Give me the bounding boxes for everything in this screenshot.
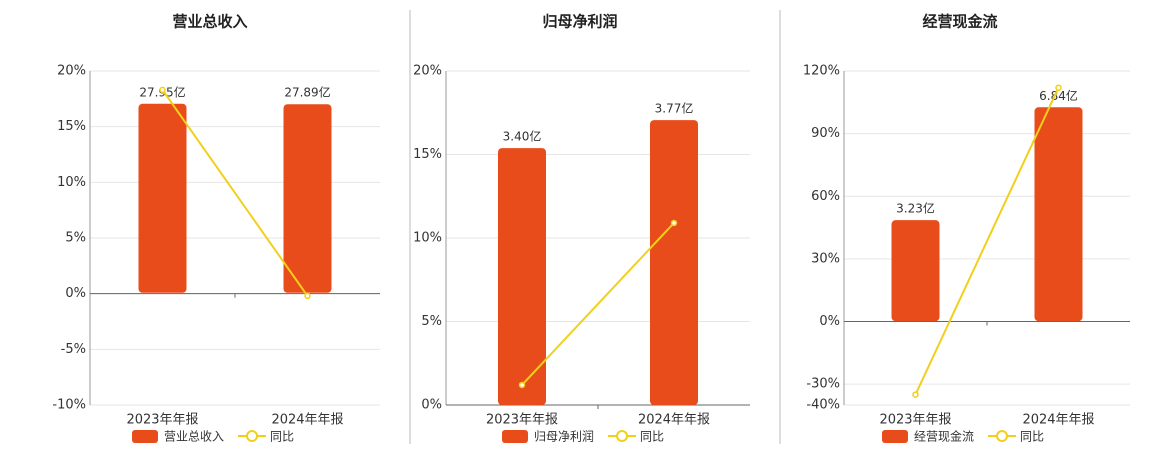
chart-title: 营业总收入 bbox=[172, 13, 247, 31]
line bbox=[914, 87, 1060, 395]
bar bbox=[650, 120, 698, 405]
point bbox=[304, 292, 311, 300]
x-tick-label: 2024年年报 bbox=[1022, 413, 1094, 428]
legend-swatch bbox=[502, 430, 528, 443]
y-tick-label: 120% bbox=[803, 64, 840, 79]
point bbox=[670, 219, 678, 227]
bar bbox=[498, 148, 546, 406]
legend-label: 营业总收入 bbox=[164, 430, 224, 444]
y-tick-label: -30% bbox=[806, 377, 840, 392]
point bbox=[1055, 84, 1062, 91]
y-tick-label: 0% bbox=[819, 314, 840, 329]
legend-swatch bbox=[996, 430, 1009, 442]
y-tick-label: 5% bbox=[421, 314, 442, 329]
legend-swatch bbox=[132, 430, 158, 443]
x-tick-label: 2023年年报 bbox=[486, 413, 558, 428]
bar bbox=[1034, 107, 1083, 322]
value-label: 6.84亿 bbox=[1039, 88, 1078, 103]
y-tick-label: -40% bbox=[806, 398, 840, 413]
y-tick-label: -10% bbox=[52, 398, 86, 413]
point bbox=[159, 86, 166, 94]
x-tick-label: 2023年年报 bbox=[879, 413, 951, 428]
x-tick-label: 2024年年报 bbox=[271, 413, 343, 428]
legend-label: 经营现金流 bbox=[914, 429, 974, 444]
y-tick-label: 60% bbox=[811, 189, 840, 204]
bar bbox=[891, 220, 940, 322]
line bbox=[521, 222, 675, 386]
bar bbox=[283, 104, 332, 293]
y-tick-label: 10% bbox=[57, 175, 86, 190]
bar bbox=[138, 103, 187, 293]
value-label: 3.23亿 bbox=[896, 201, 935, 216]
y-tick-label: 20% bbox=[413, 64, 442, 79]
legend-label: 同比 bbox=[640, 430, 664, 444]
point bbox=[912, 391, 919, 398]
legend-label: 同比 bbox=[270, 430, 294, 444]
y-tick-label: 10% bbox=[413, 231, 442, 246]
chart-title: 经营现金流 bbox=[922, 13, 997, 31]
x-tick-label: 2024年年报 bbox=[638, 413, 710, 428]
value-label: 3.77亿 bbox=[655, 101, 694, 116]
y-tick-label: 0% bbox=[421, 398, 442, 413]
legend-swatch bbox=[616, 430, 629, 442]
y-tick-label: 15% bbox=[413, 147, 442, 162]
chart-title: 归母净利润 bbox=[542, 13, 617, 31]
y-tick-label: 20% bbox=[57, 64, 86, 79]
point bbox=[518, 381, 526, 389]
y-tick-label: 30% bbox=[811, 251, 840, 266]
y-tick-label: 5% bbox=[65, 231, 86, 246]
line bbox=[161, 89, 309, 297]
y-tick-label: 0% bbox=[65, 286, 86, 301]
y-tick-label: 90% bbox=[811, 126, 840, 141]
legend-label: 归母净利润 bbox=[534, 430, 594, 444]
legend-label: 同比 bbox=[1020, 430, 1044, 444]
value-label: 27.89亿 bbox=[284, 85, 330, 100]
x-tick-label: 2023年年报 bbox=[126, 413, 198, 428]
legend-swatch bbox=[246, 430, 259, 442]
value-label: 3.40亿 bbox=[503, 129, 542, 144]
y-tick-label: -5% bbox=[61, 342, 86, 357]
legend-swatch bbox=[882, 430, 908, 443]
y-tick-label: 15% bbox=[57, 119, 86, 134]
